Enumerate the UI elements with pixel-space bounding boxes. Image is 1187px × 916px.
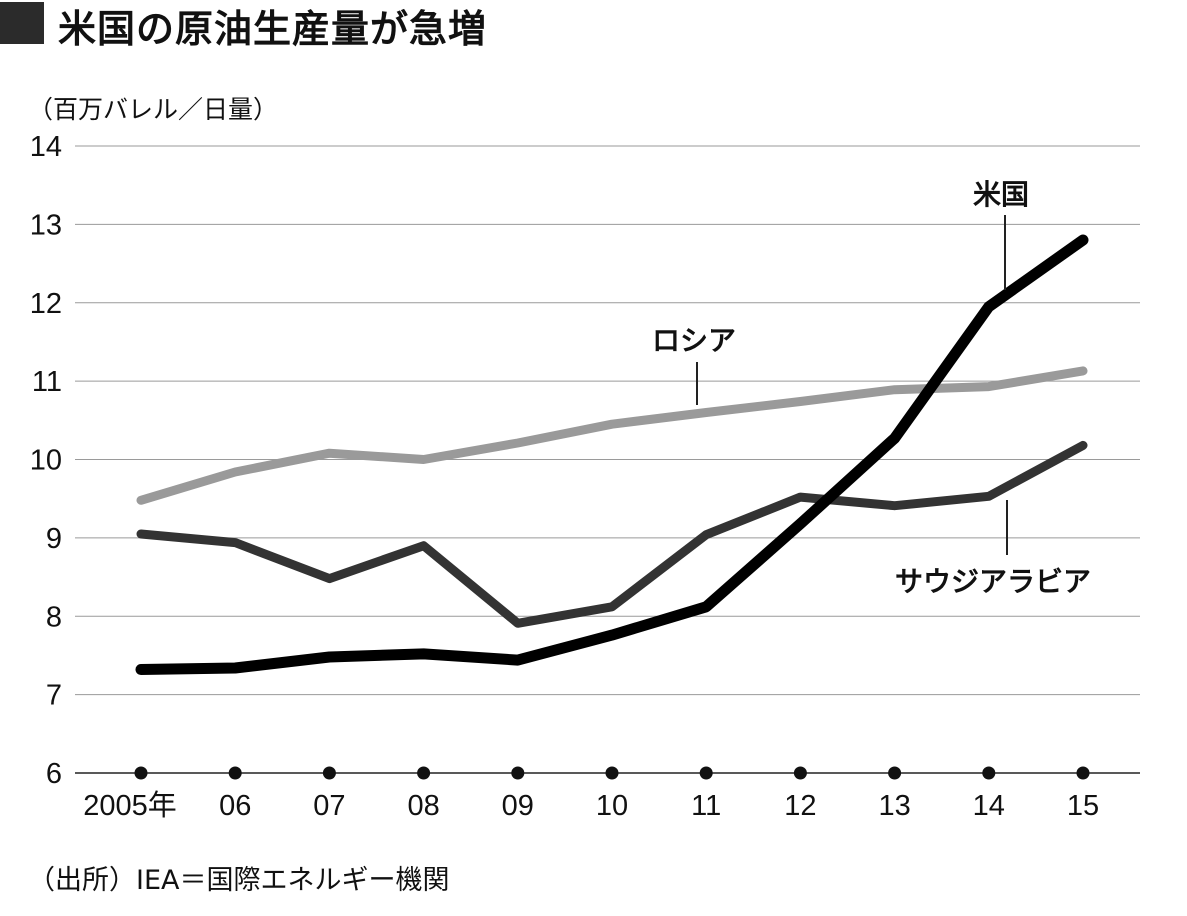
x-tick-marker — [605, 766, 619, 780]
x-tick-marker — [793, 766, 807, 780]
x-tick-label: 07 — [313, 790, 345, 822]
y-tick-label: 13 — [30, 209, 62, 241]
gridlines — [75, 145, 1140, 774]
x-tick-label: 06 — [219, 790, 251, 822]
x-tick-marker — [228, 766, 242, 780]
series-line-russia — [136, 366, 1088, 505]
x-tick-label: 12 — [784, 790, 816, 822]
x-tick-marker — [982, 766, 996, 780]
y-axis-unit-label: （百万バレル／日量） — [28, 95, 279, 124]
y-tick-label: 6 — [46, 758, 62, 790]
series-label-usa: 米国 — [973, 178, 1029, 211]
x-tick-label: 13 — [878, 790, 910, 822]
y-tick-label: 8 — [46, 601, 62, 633]
x-tick-label: 11 — [691, 790, 721, 822]
y-axis-ticks: 14 13 12 11 10 9 8 7 6 — [30, 131, 62, 790]
x-tick-marker — [888, 766, 902, 780]
x-tick-label: 14 — [973, 790, 1005, 822]
x-tick-label: 10 — [596, 790, 628, 822]
series-label-saudi-arabia: サウジアラビア — [895, 565, 1091, 598]
x-tick-marker — [511, 766, 525, 780]
x-tick-label: 09 — [502, 790, 534, 822]
y-tick-label: 11 — [32, 366, 62, 398]
title-block-marker — [0, 2, 44, 44]
y-tick-label: 7 — [46, 680, 62, 712]
x-tick-marker — [417, 766, 431, 780]
source-note: （出所）IEA＝国際エネルギー機関 — [28, 865, 450, 896]
x-tick-marker — [1076, 766, 1090, 780]
x-tick-label: 2005年 — [83, 789, 177, 822]
x-tick-label: 08 — [407, 790, 439, 822]
y-tick-label: 14 — [30, 131, 62, 163]
y-tick-label: 12 — [30, 288, 62, 320]
x-tick-marker — [134, 766, 148, 780]
x-tick-marker — [322, 766, 336, 780]
series-line-saudi-arabia — [136, 440, 1088, 628]
series-line-usa — [135, 234, 1089, 675]
y-tick-label: 10 — [30, 445, 62, 477]
series-label-russia: ロシア — [652, 324, 736, 357]
series-lines — [135, 234, 1089, 675]
page-title: 米国の原油生産量が急増 — [58, 7, 488, 51]
x-tick-marker — [699, 766, 713, 780]
y-tick-label: 9 — [46, 523, 62, 555]
x-axis-ticks: 2005年 06 07 08 09 10 11 12 13 14 15 — [83, 766, 1099, 822]
x-tick-label: 15 — [1067, 790, 1099, 822]
